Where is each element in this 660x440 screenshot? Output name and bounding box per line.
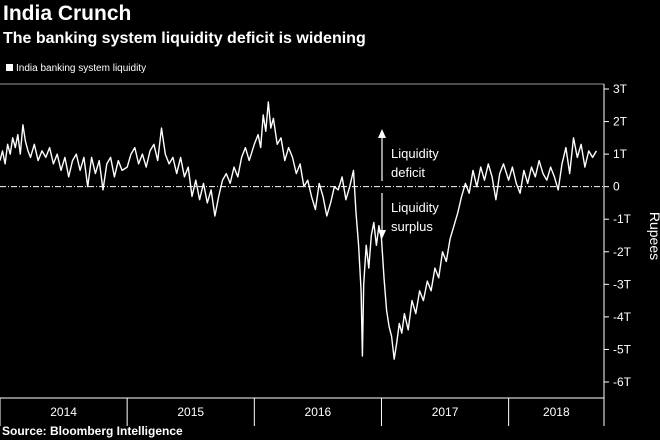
y-tick-label: -3T [613, 277, 632, 291]
source-note: Source: Bloomberg Intelligence [2, 424, 183, 438]
y-tick-label: 0 [613, 180, 620, 194]
x-tick-label: 2014 [50, 405, 77, 419]
y-tick-label: -6T [613, 375, 632, 389]
y-tick-label: 3T [613, 82, 628, 96]
y-tick-label: -5T [613, 342, 632, 356]
arrow-down-head [378, 230, 386, 239]
legend-label: India banking system liquidity [16, 63, 146, 74]
series-line [0, 101, 598, 360]
y-tick-label: -2T [613, 245, 632, 259]
deficit-label-line2: deficit [391, 165, 425, 180]
chart-subtitle: The banking system liquidity deficit is … [3, 30, 366, 47]
x-tick-label: 2015 [177, 405, 204, 419]
legend-swatch [6, 64, 13, 71]
x-tick-label: 2018 [543, 405, 570, 419]
x-tick-label: 2016 [305, 405, 332, 419]
y-tick-label: 1T [613, 147, 628, 161]
deficit-label-line1: Liquidity [391, 146, 439, 161]
annotation-surplus: Liquidity surplus [378, 193, 439, 239]
y-axis-title: Rupees [647, 212, 660, 260]
arrow-up-head [378, 129, 386, 138]
surplus-label-line1: Liquidity [391, 200, 439, 215]
legend: India banking system liquidity [6, 63, 146, 74]
annotation-deficit: Liquidity deficit [378, 129, 439, 181]
x-axis: 2014 2015 2016 2017 2018 [0, 398, 605, 426]
series-group [0, 101, 598, 360]
y-tick-label: -1T [613, 212, 632, 226]
y-tick-label: -4T [613, 310, 632, 324]
y-tick-label: 2T [613, 115, 628, 129]
x-tick-label: 2017 [432, 405, 459, 419]
plot-frame [0, 83, 605, 426]
y-axis: 3T 2T 1T 0 -1T -2T -3T -4T -5T -6T [0, 82, 632, 389]
chart-title: India Crunch [3, 2, 132, 25]
surplus-label-line2: surplus [391, 219, 433, 234]
